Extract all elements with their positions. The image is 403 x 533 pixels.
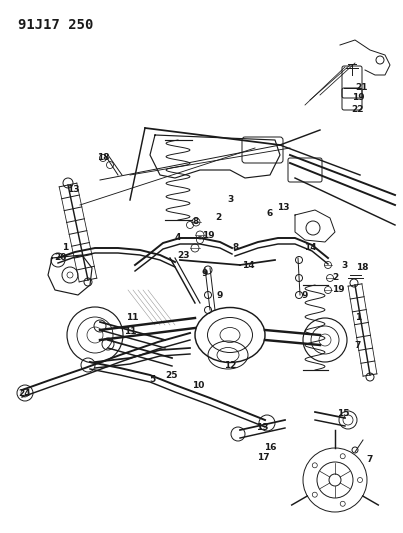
Text: 10: 10	[192, 381, 204, 390]
Text: 21: 21	[356, 84, 368, 93]
Text: 91J17 250: 91J17 250	[18, 18, 93, 32]
Text: 14: 14	[242, 261, 254, 270]
Text: 13: 13	[67, 185, 79, 195]
Text: 9: 9	[302, 290, 308, 300]
Text: 2: 2	[332, 273, 338, 282]
Text: 9: 9	[217, 290, 223, 300]
Text: 5: 5	[149, 376, 155, 384]
Text: 11: 11	[126, 313, 138, 322]
Text: 7: 7	[367, 456, 373, 464]
Text: 8: 8	[233, 244, 239, 253]
Text: 7: 7	[355, 341, 361, 350]
Text: 24: 24	[19, 389, 31, 398]
Text: 1: 1	[62, 244, 68, 253]
Text: 19: 19	[332, 286, 344, 295]
Text: 13: 13	[277, 204, 289, 213]
Text: 6: 6	[267, 208, 273, 217]
Text: 22: 22	[351, 106, 363, 115]
Text: 23: 23	[177, 251, 189, 260]
Text: 4: 4	[175, 233, 181, 243]
Text: 2: 2	[215, 214, 221, 222]
Text: 1: 1	[355, 313, 361, 322]
Text: 11: 11	[124, 327, 136, 336]
Text: 14: 14	[304, 244, 316, 253]
Text: 19: 19	[202, 230, 214, 239]
Text: 8: 8	[193, 217, 199, 227]
Text: 18: 18	[97, 154, 109, 163]
Text: 13: 13	[256, 424, 268, 432]
Text: 15: 15	[337, 408, 349, 417]
Text: 25: 25	[166, 370, 178, 379]
Text: 9: 9	[202, 269, 208, 278]
Text: 3: 3	[342, 261, 348, 270]
Text: 17: 17	[257, 454, 269, 463]
Text: 20: 20	[54, 254, 66, 262]
Text: 18: 18	[356, 263, 368, 272]
Text: 12: 12	[224, 360, 236, 369]
Text: 16: 16	[264, 443, 276, 453]
Text: 3: 3	[227, 196, 233, 205]
Text: 19: 19	[352, 93, 364, 102]
